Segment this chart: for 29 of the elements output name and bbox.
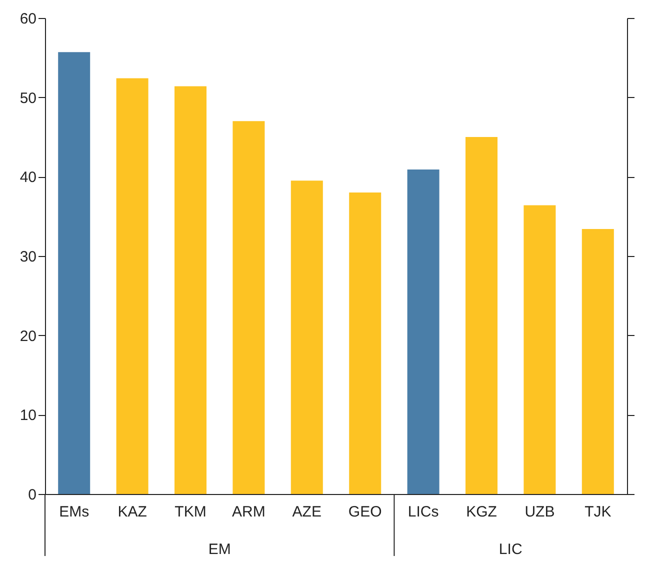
bar	[582, 229, 614, 494]
bar	[465, 137, 498, 494]
text: LIC	[498, 541, 522, 558]
x-tick-label: TKM	[174, 504, 206, 520]
x-tick-label: UZB	[524, 504, 555, 520]
y-tick-label: 30	[20, 248, 36, 266]
x-tick-label: KAZ	[118, 504, 147, 520]
bar	[232, 121, 265, 494]
y-tick-label: 60	[20, 10, 36, 28]
y-tick-label: 50	[20, 90, 36, 107]
x-tick-label: GEO	[348, 504, 382, 520]
x-tick-label: TJK	[584, 504, 612, 520]
y-tick-label: 20	[20, 328, 36, 345]
x-tick-label: ARM	[232, 504, 266, 520]
y-tick-label: 10	[20, 407, 36, 424]
x-tick-label: LICs	[408, 504, 439, 520]
bar	[58, 52, 90, 494]
bar	[407, 170, 440, 494]
y-tick-label: 40	[20, 169, 36, 186]
x-tick-label: KGZ	[466, 504, 497, 520]
y-tick-label: 0	[28, 486, 36, 504]
x-tick-label: AZE	[292, 504, 322, 520]
bar	[290, 180, 323, 494]
bar	[116, 78, 148, 494]
text: EM	[208, 541, 231, 558]
bar	[349, 192, 382, 494]
bar	[174, 86, 207, 494]
bar	[524, 205, 556, 494]
x-tick-label: EMs	[59, 504, 90, 520]
